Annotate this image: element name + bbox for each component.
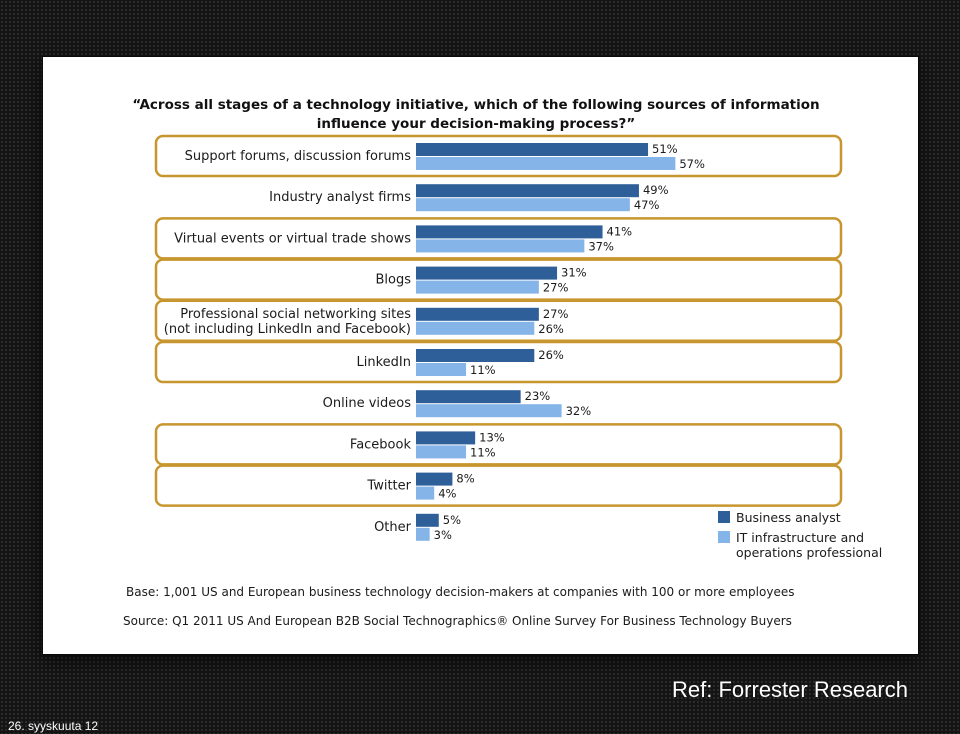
value-label-it-infrastructure: 26% xyxy=(538,322,564,336)
value-label-business-analyst: 8% xyxy=(456,472,474,486)
chart-title-line: influence your decision-making process?” xyxy=(317,116,635,132)
bar-it-infrastructure xyxy=(416,280,539,294)
value-label-business-analyst: 26% xyxy=(538,348,564,362)
category-label: LinkedIn xyxy=(357,355,411,370)
highlight-box xyxy=(154,340,843,384)
category-label: Twitter xyxy=(366,479,411,494)
category-label: Professional social networking sites xyxy=(180,307,411,322)
bar-it-infrastructure xyxy=(416,527,430,541)
bar-business-analyst xyxy=(416,266,558,280)
category-label: Facebook xyxy=(350,437,412,452)
value-label-it-infrastructure: 32% xyxy=(566,404,592,418)
bar-business-analyst xyxy=(416,143,649,156)
category-label: Blogs xyxy=(375,273,411,288)
value-label-it-infrastructure: 47% xyxy=(634,198,660,212)
value-label-business-analyst: 5% xyxy=(443,513,461,527)
bar-business-analyst xyxy=(416,349,535,362)
category-label: Online videos xyxy=(323,396,412,411)
value-label-business-analyst: 41% xyxy=(607,224,633,238)
bar-it-infrastructure xyxy=(416,445,467,459)
value-label-business-analyst: 51% xyxy=(652,142,678,156)
bar-business-analyst xyxy=(416,225,603,239)
category-label: Virtual events or virtual trade shows xyxy=(174,231,411,246)
value-label-business-analyst: 49% xyxy=(643,183,669,197)
legend-label-it-infrastructure: IT infrastructure and xyxy=(736,530,864,545)
legend-swatch-business-analyst xyxy=(718,511,730,523)
chart: “Across all stages of a technology initi… xyxy=(123,97,882,628)
value-label-it-infrastructure: 27% xyxy=(543,281,569,295)
bar-business-analyst xyxy=(416,513,439,527)
value-label-it-infrastructure: 37% xyxy=(588,239,614,253)
value-label-it-infrastructure: 11% xyxy=(470,445,496,459)
highlight-box xyxy=(154,464,843,507)
category-label: Other xyxy=(374,520,412,535)
value-label-business-analyst: 31% xyxy=(561,266,587,280)
slide-date: 26. syyskuuta 12 xyxy=(8,719,99,733)
bar-it-infrastructure xyxy=(416,363,467,376)
value-label-it-infrastructure: 11% xyxy=(470,363,496,377)
legend-swatch-it-infrastructure xyxy=(718,531,730,543)
legend-label-business-analyst: Business analyst xyxy=(736,510,841,525)
bar-it-infrastructure xyxy=(416,321,535,335)
bar-it-infrastructure xyxy=(416,486,435,500)
category-label: (not including LinkedIn and Facebook) xyxy=(164,322,411,337)
bar-it-infrastructure xyxy=(416,157,676,170)
reference-text: Ref: Forrester Research xyxy=(672,677,908,702)
value-label-business-analyst: 13% xyxy=(479,430,505,444)
bar-business-analyst xyxy=(416,184,639,198)
bar-it-infrastructure xyxy=(416,239,585,253)
legend-label-it-infrastructure: operations professional xyxy=(736,545,882,560)
slide-card: “Across all stages of a technology initi… xyxy=(43,57,918,654)
bar-it-infrastructure xyxy=(416,404,562,418)
source-note: Source: Q1 2011 US And European B2B Soci… xyxy=(123,614,792,628)
bar-business-analyst xyxy=(416,431,476,445)
value-label-it-infrastructure: 57% xyxy=(679,157,705,171)
value-label-business-analyst: 23% xyxy=(525,389,551,403)
highlight-box xyxy=(154,134,843,178)
base-note: Base: 1,001 US and European business tec… xyxy=(126,585,794,599)
chart-title-line: “Across all stages of a technology initi… xyxy=(132,97,819,113)
bar-business-analyst xyxy=(416,472,453,486)
bar-business-analyst xyxy=(416,390,521,404)
value-label-business-analyst: 27% xyxy=(543,307,569,321)
category-label: Support forums, discussion forums xyxy=(185,149,412,164)
value-label-it-infrastructure: 3% xyxy=(434,528,452,542)
category-label: Industry analyst firms xyxy=(269,190,411,205)
value-label-it-infrastructure: 4% xyxy=(438,487,456,501)
bar-it-infrastructure xyxy=(416,198,630,212)
bar-business-analyst xyxy=(416,307,539,321)
